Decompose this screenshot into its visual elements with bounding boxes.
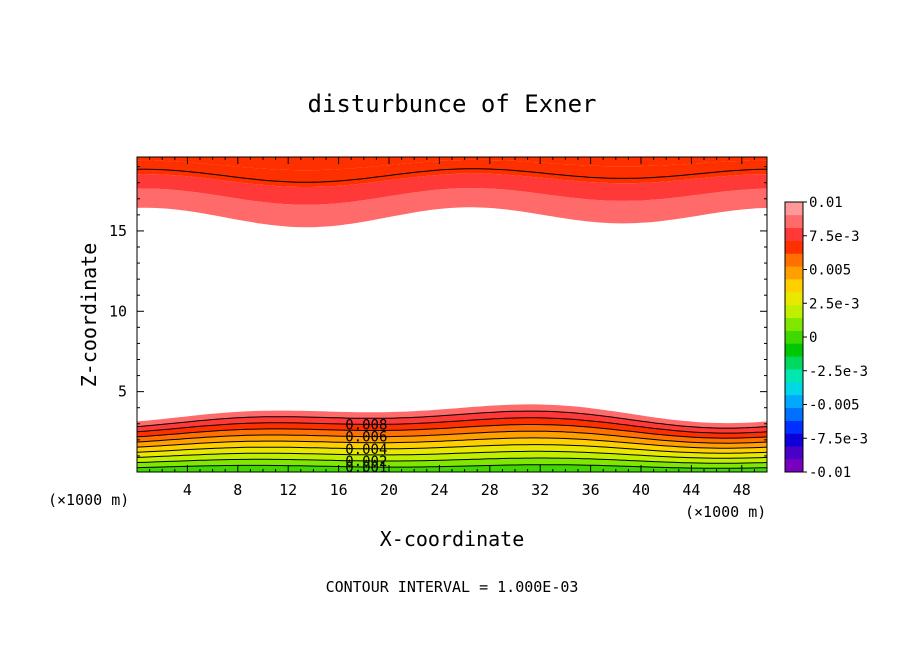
contour-label: 0.008: [345, 417, 387, 433]
x-unit-right: (×1000 m): [685, 503, 766, 521]
colorbar-swatch: [785, 356, 803, 370]
colorbar-swatch: [785, 292, 803, 306]
y-axis-label: Z-coordinate: [77, 243, 101, 388]
contour-band: [137, 444, 767, 459]
contour-line: [137, 424, 767, 439]
x-tick-label: 40: [632, 481, 650, 499]
x-tick-label: 16: [330, 481, 348, 499]
colorbar-swatch: [785, 446, 803, 460]
contour-line: [137, 464, 767, 469]
colorbar-tick-label: 0.005: [809, 263, 851, 279]
chart-title: disturbunce of Exner: [308, 90, 597, 118]
colorbar-swatch: [785, 304, 803, 319]
contour-line: [137, 457, 767, 464]
colorbar-swatch: [785, 279, 803, 293]
x-tick-label: 36: [582, 481, 600, 499]
contour-band: [137, 188, 767, 228]
y-tick-label: 15: [109, 222, 127, 240]
colorbar-swatch: [785, 330, 803, 344]
y-axis-ticks: 5 10 15: [109, 166, 767, 457]
contour-line: [137, 444, 767, 454]
y-tick-label: 5: [118, 383, 127, 401]
colorbar-swatch: [785, 369, 803, 383]
contour-band: [137, 458, 767, 469]
colorbar-swatch: [785, 227, 803, 241]
colorbar-swatch: [785, 343, 803, 357]
colorbar-swatch: [785, 394, 803, 409]
contour-lines: [137, 168, 767, 469]
x-tick-label: 48: [733, 481, 751, 499]
contour-line: [137, 430, 767, 444]
colorbar-swatch: [785, 420, 803, 434]
contour-label: 0.001: [345, 460, 387, 476]
contour-line: [137, 168, 767, 183]
x-tick-label: 28: [481, 481, 499, 499]
contour-band: [137, 159, 767, 187]
x-tick-label: 4: [183, 481, 192, 499]
contour-band: [137, 464, 767, 472]
colorbar-tick-label: -0.01: [809, 465, 851, 481]
contour-line: [137, 410, 767, 429]
colorbar-swatch: [785, 407, 803, 421]
colorbar-tick-label: -0.005: [809, 398, 860, 414]
contour-label: 0.002: [345, 454, 387, 470]
colorbar-tick-label: 0.01: [809, 195, 843, 211]
x-tick-label: 20: [380, 481, 398, 499]
x-tick-label: 8: [233, 481, 242, 499]
colorbar-swatch: [785, 459, 803, 473]
x-tick-label: 44: [682, 481, 700, 499]
colorbar-tick-label: -7.5e-3: [809, 431, 868, 447]
colorbar-tick-label: 2.5e-3: [809, 296, 860, 312]
x-axis-ticks: 4 8 12 16 20 24 28 32 36 40 44 48: [149, 157, 755, 499]
x-tick-label: 12: [279, 481, 297, 499]
contour-label: 0.004: [345, 442, 387, 458]
x-tick-label: 24: [430, 481, 448, 499]
contour-interval-footer: CONTOUR INTERVAL = 1.000E-03: [326, 578, 579, 596]
colorbar-swatch: [785, 317, 803, 331]
y-tick-label: 10: [109, 302, 127, 320]
contour-line: [137, 437, 767, 449]
colorbar-tick-label: 7.5e-3: [809, 229, 860, 245]
colorbar-swatch: [785, 266, 803, 280]
contour-line: [137, 450, 767, 459]
colorbar-swatch: [785, 253, 803, 267]
contour-band: [137, 173, 767, 205]
x-axis-label: X-coordinate: [380, 527, 525, 551]
colorbar-tick-label: 0: [809, 330, 817, 346]
contour-band: [137, 404, 767, 429]
colorbar-swatch: [785, 214, 803, 229]
colorbar: 0.01 7.5e-3 0.005 2.5e-3 0 -2.5e-3 -0.005 -7.5e…: [784, 195, 868, 481]
x-unit-left: (×1000 m): [48, 491, 129, 509]
contour-line: [137, 417, 767, 434]
colorbar-swatch: [785, 433, 803, 447]
contour-band: [137, 451, 767, 464]
colorbar-swatch: [785, 240, 803, 254]
contour-band: [137, 157, 767, 171]
colorbar-swatch: [785, 202, 803, 216]
colorbar-tick-label: -2.5e-3: [809, 364, 868, 380]
contour-label: 0.006: [345, 430, 387, 446]
x-tick-label: 32: [531, 481, 549, 499]
colorbar-swatch: [785, 382, 803, 396]
